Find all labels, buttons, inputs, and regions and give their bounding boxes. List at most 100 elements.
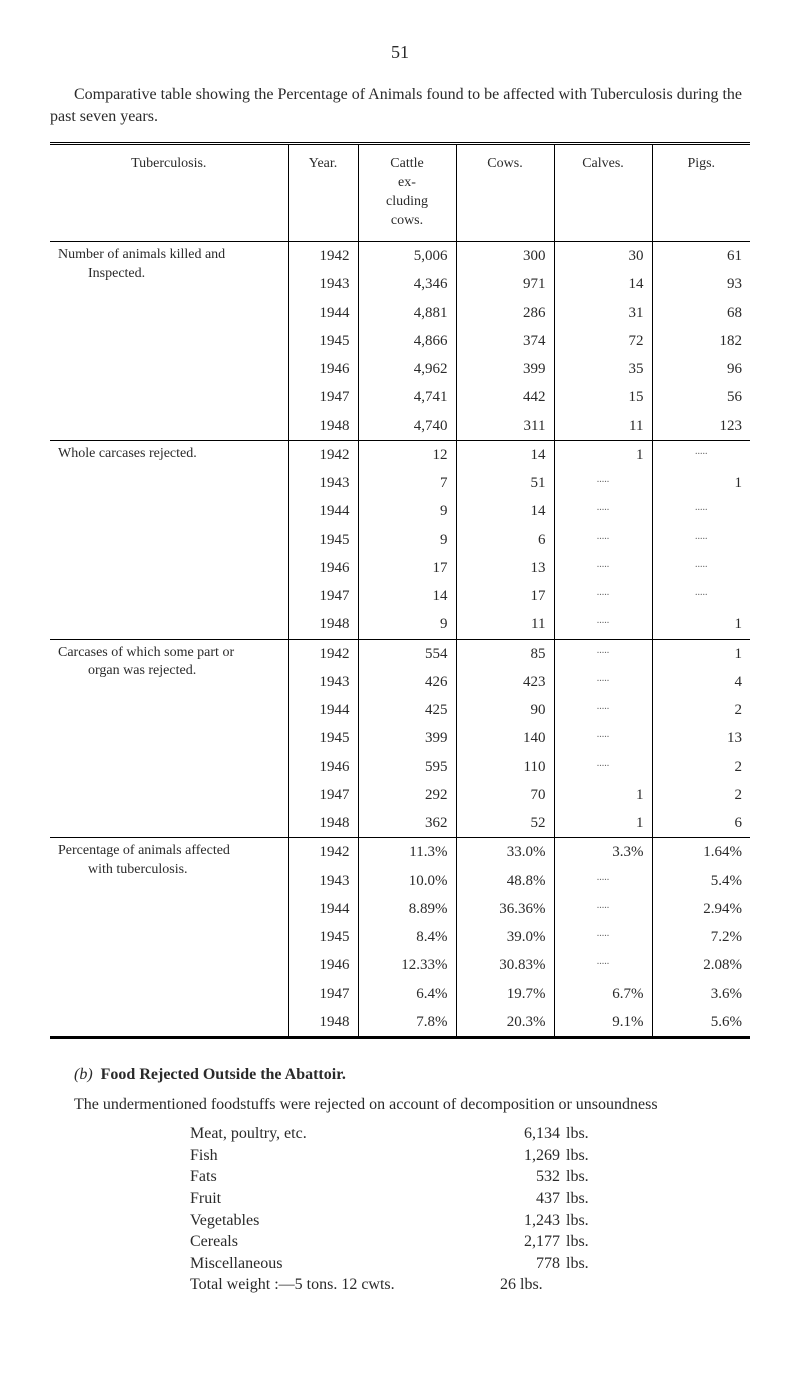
- rejected-unit: lbs.: [560, 1145, 616, 1167]
- cell-cattle: 426: [358, 668, 456, 696]
- rejected-unit: lbs.: [560, 1210, 616, 1232]
- cell-cattle: 10.0%: [358, 867, 456, 895]
- rejected-item: Vegetables 1,243lbs.: [190, 1210, 750, 1232]
- section-description: Number of animals killed andInspected.: [50, 242, 288, 441]
- cell-pigs: 2: [652, 781, 750, 809]
- cell-year: 1944: [288, 497, 358, 525]
- cell-year: 1943: [288, 469, 358, 497]
- cell-year: 1946: [288, 951, 358, 979]
- cell-cows: 17: [456, 582, 554, 610]
- cell-pigs: 2: [652, 753, 750, 781]
- cell-cattle: 595: [358, 753, 456, 781]
- cell-calves: .....: [554, 668, 652, 696]
- rejected-label: Meat, poultry, etc.: [190, 1123, 440, 1145]
- rejected-item: Fruit 437lbs.: [190, 1188, 750, 1210]
- cell-year: 1948: [288, 1008, 358, 1038]
- cell-pigs: 2.08%: [652, 951, 750, 979]
- cell-year: 1942: [288, 838, 358, 867]
- rejected-value: 532: [440, 1166, 560, 1188]
- section-description: Carcases of which some part ororgan was …: [50, 639, 288, 838]
- cell-cows: 30.83%: [456, 951, 554, 979]
- cell-cattle: 14: [358, 582, 456, 610]
- section-b-label: (b): [74, 1066, 93, 1083]
- cell-cattle: 399: [358, 724, 456, 752]
- section-b: (b) Food Rejected Outside the Abattoir. …: [50, 1064, 750, 1296]
- cell-pigs: 6: [652, 809, 750, 838]
- cell-calves: .....: [554, 696, 652, 724]
- cell-cattle: 12: [358, 440, 456, 469]
- cell-year: 1948: [288, 809, 358, 838]
- cell-cattle: 9: [358, 497, 456, 525]
- cell-pigs: .....: [652, 440, 750, 469]
- rejected-value: 2,177: [440, 1231, 560, 1253]
- cell-year: 1944: [288, 299, 358, 327]
- cell-cows: 399: [456, 355, 554, 383]
- cell-year: 1943: [288, 867, 358, 895]
- rejected-item: Cereals 2,177lbs.: [190, 1231, 750, 1253]
- cell-year: 1946: [288, 554, 358, 582]
- cell-calves: 30: [554, 242, 652, 271]
- cell-calves: 11: [554, 412, 652, 441]
- rejected-label: Miscellaneous: [190, 1253, 440, 1275]
- cell-pigs: .....: [652, 582, 750, 610]
- cell-cattle: 4,962: [358, 355, 456, 383]
- section-description: Whole carcases rejected.: [50, 440, 288, 639]
- cell-pigs: 96: [652, 355, 750, 383]
- cell-cattle: 11.3%: [358, 838, 456, 867]
- cell-calves: 3.3%: [554, 838, 652, 867]
- cell-cows: 442: [456, 383, 554, 411]
- cell-cattle: 425: [358, 696, 456, 724]
- rejected-label: Fish: [190, 1145, 440, 1167]
- cell-cattle: 554: [358, 639, 456, 668]
- rejected-total: Total weight :—5 tons. 12 cwts.26 lbs.: [190, 1274, 750, 1296]
- cell-pigs: 93: [652, 270, 750, 298]
- cell-year: 1944: [288, 696, 358, 724]
- cell-calves: 1: [554, 440, 652, 469]
- table-header-row: Tuberculosis. Year. Cattleex-cludingcows…: [50, 144, 750, 242]
- cell-calves: 31: [554, 299, 652, 327]
- cell-cattle: 4,881: [358, 299, 456, 327]
- cell-calves: 1: [554, 809, 652, 838]
- cell-year: 1947: [288, 582, 358, 610]
- cell-calves: .....: [554, 526, 652, 554]
- cell-pigs: 5.4%: [652, 867, 750, 895]
- cell-cows: 6: [456, 526, 554, 554]
- cell-pigs: 56: [652, 383, 750, 411]
- total-value: 26 lbs.: [500, 1274, 560, 1296]
- cell-cows: 423: [456, 668, 554, 696]
- cell-cows: 13: [456, 554, 554, 582]
- cell-calves: .....: [554, 895, 652, 923]
- cell-cows: 374: [456, 327, 554, 355]
- cell-cattle: 4,346: [358, 270, 456, 298]
- cell-cows: 39.0%: [456, 923, 554, 951]
- cell-year: 1945: [288, 327, 358, 355]
- cell-cows: 90: [456, 696, 554, 724]
- header-pigs: Pigs.: [652, 144, 750, 242]
- cell-year: 1945: [288, 724, 358, 752]
- cell-calves: .....: [554, 497, 652, 525]
- cell-year: 1947: [288, 781, 358, 809]
- rejected-item: Miscellaneous 778lbs.: [190, 1253, 750, 1275]
- section-b-heading: Food Rejected Outside the Abattoir.: [101, 1066, 346, 1083]
- cell-cows: 300: [456, 242, 554, 271]
- cell-year: 1945: [288, 526, 358, 554]
- rejected-label: Cereals: [190, 1231, 440, 1253]
- cell-pigs: 182: [652, 327, 750, 355]
- cell-pigs: 1: [652, 639, 750, 668]
- cell-calves: .....: [554, 610, 652, 639]
- header-cows: Cows.: [456, 144, 554, 242]
- cell-cattle: 4,740: [358, 412, 456, 441]
- cell-cows: 140: [456, 724, 554, 752]
- rejected-unit: lbs.: [560, 1231, 616, 1253]
- cell-year: 1944: [288, 895, 358, 923]
- cell-cattle: 7: [358, 469, 456, 497]
- cell-year: 1948: [288, 610, 358, 639]
- table-row: Carcases of which some part ororgan was …: [50, 639, 750, 668]
- cell-cattle: 9: [358, 526, 456, 554]
- cell-cows: 11: [456, 610, 554, 639]
- header-tuberculosis: Tuberculosis.: [50, 144, 288, 242]
- cell-calves: .....: [554, 724, 652, 752]
- cell-pigs: 2.94%: [652, 895, 750, 923]
- cell-pigs: 3.6%: [652, 980, 750, 1008]
- cell-calves: .....: [554, 639, 652, 668]
